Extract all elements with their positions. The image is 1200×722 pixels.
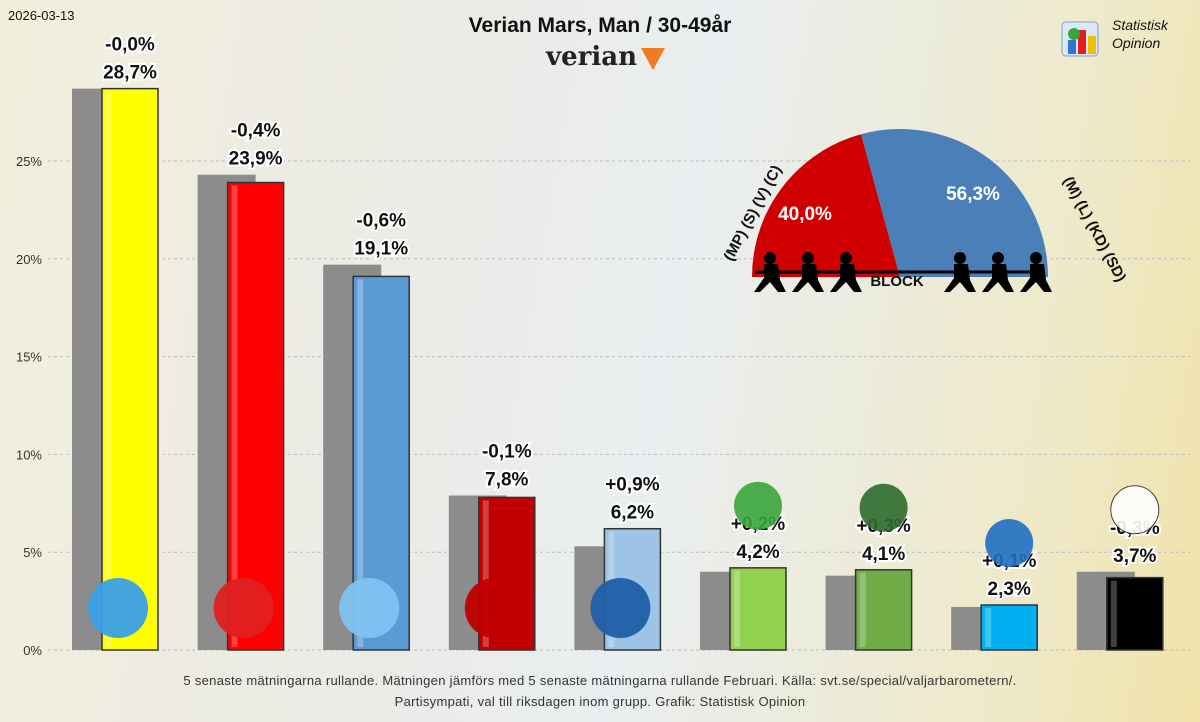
bar-highlight — [1110, 580, 1117, 647]
value-label: 4,1% — [862, 544, 905, 565]
bar-group-s: -0,4% 23,9% — [197, 119, 285, 651]
current-bar — [729, 567, 787, 651]
current-bar — [980, 604, 1038, 651]
pie-value-label: 56,3% — [946, 184, 1000, 205]
date-label: 2026-03-13 — [8, 8, 75, 23]
y-tick-label: 20% — [16, 252, 42, 267]
value-label: 4,2% — [736, 542, 779, 563]
bar-highlight — [357, 279, 364, 647]
bar-group-mp: +0,2%4,2% — [700, 481, 787, 651]
footer-line-2: Partisympati, val till riksdagen inom gr… — [394, 694, 806, 709]
pie-category-label: (M) (L) (KD) (SD) — [1059, 174, 1129, 285]
footer: 5 senaste mätningarna rullande. Mätninge… — [0, 670, 1200, 712]
mp-dandelion-icon — [734, 481, 782, 530]
value-label: 2,3% — [988, 579, 1031, 600]
bar-group-v: -0,1% 7,8% — [448, 439, 536, 651]
y-tick-label: 25% — [16, 154, 42, 169]
question-mark-icon — [1110, 485, 1160, 535]
logo-text-line-1: Statistisk — [1112, 17, 1169, 33]
figure-head — [802, 252, 814, 264]
bar-group-kd: +0,9% 6,2% — [574, 473, 662, 651]
y-tick-label: 5% — [23, 545, 42, 560]
pie-value-label: 40,0% — [778, 204, 832, 225]
bar-group-m: -0,6% 19,1% — [323, 209, 410, 651]
pie-slice-0 — [752, 134, 900, 277]
figure-head — [1030, 252, 1042, 264]
m-logo-icon — [339, 578, 400, 638]
figure-head — [764, 252, 776, 264]
pie-center-label: BLOCK — [870, 273, 923, 290]
y-tick-label: 15% — [16, 350, 42, 365]
bar-group-sd: -0,0% 28,7% — [72, 33, 159, 651]
value-label: 3,7% — [1113, 546, 1156, 567]
y-tick-label: 0% — [23, 643, 42, 658]
change-label: +0,9% — [605, 475, 660, 496]
pie-slice-1 — [861, 128, 1048, 277]
change-label: -0,1% — [482, 441, 532, 462]
current-bar — [101, 87, 159, 651]
statistisk-opinion-text: Statistisk Opinion — [1112, 16, 1168, 52]
current-bar — [854, 569, 913, 651]
value-label: 7,8% — [485, 469, 528, 490]
bar-highlight — [106, 91, 112, 648]
figure-head — [992, 252, 1004, 264]
bar-highlight — [231, 185, 238, 648]
bar-group-c: +0,3%4,1% — [825, 483, 913, 651]
bar-highlight — [985, 608, 992, 647]
value-label: 6,2% — [611, 503, 654, 524]
current-bar — [226, 181, 285, 651]
figure-head — [954, 252, 966, 264]
current-bar — [1106, 576, 1164, 651]
verian-mark-icon — [641, 48, 665, 70]
verian-logo: verian — [546, 42, 637, 72]
v-logo-icon — [464, 578, 525, 638]
change-label: -0,0% — [105, 35, 155, 56]
bar-group-l: +0,1%2,3% — [951, 519, 1039, 651]
statistisk-opinion-logo-icon — [1061, 21, 1099, 57]
bar-highlight — [859, 572, 866, 647]
logo-text-line-2: Opinion — [1112, 35, 1161, 51]
bar-group-övriga: -0,3%3,7% — [1076, 485, 1164, 651]
change-label: -0,6% — [356, 211, 406, 232]
sd-flower-icon — [88, 578, 148, 638]
value-label: 23,9% — [229, 149, 283, 170]
y-tick-label: 10% — [16, 447, 42, 462]
bar-highlight — [482, 500, 489, 647]
chart-title: Verian Mars, Man / 30-49år — [468, 14, 732, 37]
s-rose-icon — [213, 578, 274, 638]
footer-line-1: 5 senaste mätningarna rullande. Mätninge… — [183, 673, 1017, 688]
bar-highlight — [734, 570, 740, 647]
change-label: -0,4% — [231, 121, 281, 142]
value-label: 19,1% — [354, 239, 408, 260]
value-label: 28,7% — [103, 63, 157, 84]
c-clover-icon — [859, 483, 908, 532]
figure-head — [840, 252, 852, 264]
kd-logo-icon — [590, 578, 651, 638]
l-logo-icon — [985, 519, 1034, 568]
